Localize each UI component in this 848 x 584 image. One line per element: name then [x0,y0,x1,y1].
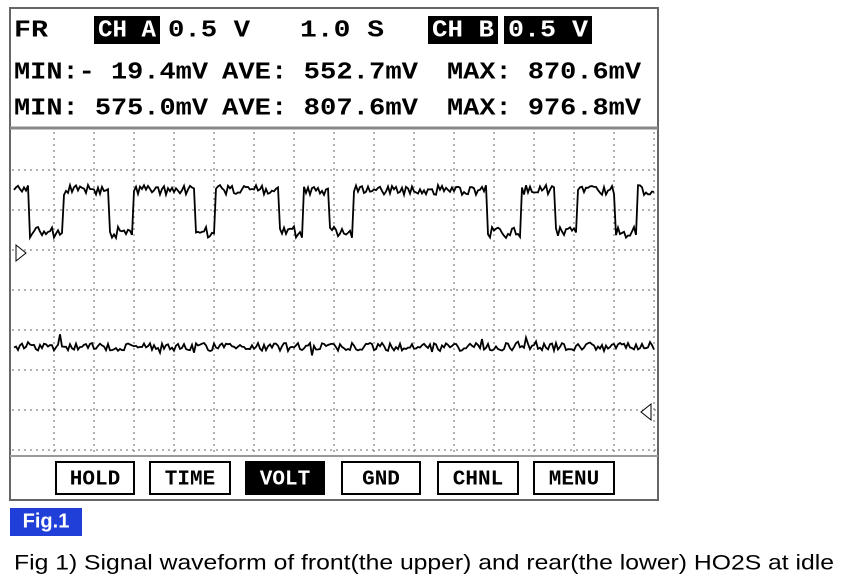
button-label: GND [362,469,400,492]
figure-label: Fig.1 [23,510,70,532]
timebase: 1.0 S [300,17,384,44]
button-label: CHNL [453,469,503,492]
button[interactable] [55,461,135,495]
reading-ave: AVE: 552.7mV [222,59,419,86]
button[interactable] [341,461,421,495]
channel-a-label: CH A [98,17,157,44]
button[interactable] [245,461,325,495]
button[interactable] [533,461,615,495]
marker-b [640,402,652,422]
reading-min: MIN:- 19.4mV [14,59,209,86]
button-label: MENU [549,469,599,492]
caption: Fig 1) Signal waveform of front(the uppe… [14,552,834,575]
reading-min: MIN: 575.0mV [14,95,209,122]
reading-ave: AVE: 807.6mV [222,95,419,122]
reading-max: MAX: 976.8mV [447,95,642,122]
button-label: TIME [165,469,215,492]
reading-max: MAX: 870.6mV [447,59,642,86]
marker-a [15,243,27,263]
channel-b-scale: 0.5 V [508,17,589,44]
channel-a-badge [94,16,160,44]
channel-b-badge [428,16,498,44]
channel-a-scale: 0.5 V [168,17,251,44]
waveform-front [13,181,655,241]
figure-label-bg [10,508,82,536]
button-bar: HOLD TIME VOLT GND CHNL MENU [55,461,615,495]
channel-b-scale-badge [504,16,592,44]
button[interactable] [437,461,519,495]
button-label: HOLD [70,469,120,492]
button[interactable] [149,461,231,495]
button-label: VOLT [260,469,310,492]
waveform-rear [13,334,655,356]
channel-b-label: CH B [432,17,494,44]
mode: FR [14,17,49,44]
